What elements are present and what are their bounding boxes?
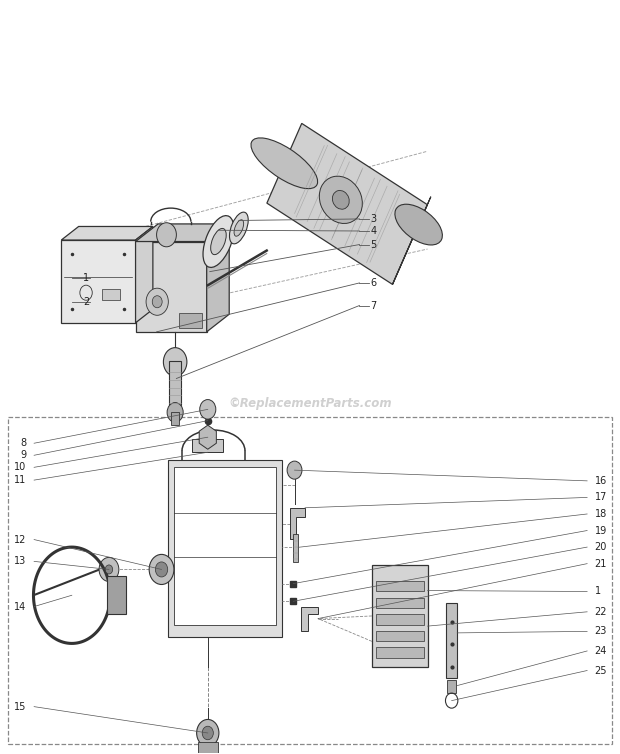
Text: 18: 18 xyxy=(595,509,607,519)
Circle shape xyxy=(202,726,213,740)
Ellipse shape xyxy=(395,204,443,245)
Text: 3: 3 xyxy=(371,214,377,224)
Polygon shape xyxy=(61,240,136,323)
Text: 17: 17 xyxy=(595,492,607,502)
Bar xyxy=(107,577,126,614)
Text: 1: 1 xyxy=(83,273,89,283)
Polygon shape xyxy=(168,460,282,636)
Text: 21: 21 xyxy=(595,559,607,569)
Circle shape xyxy=(164,348,187,376)
Circle shape xyxy=(156,562,168,577)
Ellipse shape xyxy=(234,219,244,236)
Text: 16: 16 xyxy=(595,476,607,486)
Polygon shape xyxy=(206,224,229,332)
Circle shape xyxy=(99,557,119,581)
Bar xyxy=(293,534,298,562)
Bar xyxy=(376,581,424,591)
Bar xyxy=(192,439,223,452)
Text: 9: 9 xyxy=(20,450,27,460)
Circle shape xyxy=(167,403,183,422)
Polygon shape xyxy=(267,124,427,284)
Bar xyxy=(171,412,179,425)
Polygon shape xyxy=(392,197,431,284)
Bar xyxy=(179,313,202,328)
Bar xyxy=(376,597,424,608)
Ellipse shape xyxy=(229,212,248,244)
Bar xyxy=(169,361,181,405)
Text: 1: 1 xyxy=(595,587,601,596)
Text: ©ReplacementParts.com: ©ReplacementParts.com xyxy=(228,397,392,410)
Ellipse shape xyxy=(211,228,226,255)
Text: 20: 20 xyxy=(595,542,607,552)
Polygon shape xyxy=(61,226,153,240)
Text: 4: 4 xyxy=(371,226,377,236)
Text: 8: 8 xyxy=(20,438,27,448)
Text: 22: 22 xyxy=(595,607,607,617)
Polygon shape xyxy=(136,226,153,323)
Circle shape xyxy=(149,554,174,584)
Bar xyxy=(376,614,424,624)
Circle shape xyxy=(146,288,169,315)
Text: 23: 23 xyxy=(595,627,607,636)
Bar xyxy=(447,679,456,693)
Text: 13: 13 xyxy=(14,556,27,566)
Text: 6: 6 xyxy=(371,278,377,288)
Circle shape xyxy=(153,296,162,308)
Text: 19: 19 xyxy=(595,526,607,535)
Text: 7: 7 xyxy=(371,301,377,311)
Polygon shape xyxy=(136,241,206,332)
Polygon shape xyxy=(301,606,318,630)
Ellipse shape xyxy=(319,176,362,223)
Text: 15: 15 xyxy=(14,702,27,712)
Text: 2: 2 xyxy=(83,297,89,307)
Bar xyxy=(376,630,424,641)
Text: 14: 14 xyxy=(14,602,27,611)
Circle shape xyxy=(287,461,302,479)
Bar xyxy=(174,467,276,625)
Bar xyxy=(8,417,612,744)
Bar xyxy=(376,647,424,657)
Polygon shape xyxy=(199,425,216,449)
Circle shape xyxy=(200,400,216,419)
Bar xyxy=(198,742,218,753)
Text: 25: 25 xyxy=(595,666,607,676)
Text: 10: 10 xyxy=(14,462,27,472)
Text: 11: 11 xyxy=(14,475,27,485)
Circle shape xyxy=(197,719,219,746)
Circle shape xyxy=(157,222,176,247)
Ellipse shape xyxy=(332,191,349,209)
Circle shape xyxy=(105,565,113,574)
Ellipse shape xyxy=(251,138,317,188)
Text: 24: 24 xyxy=(595,646,607,656)
Polygon shape xyxy=(290,507,305,539)
Ellipse shape xyxy=(203,216,234,268)
Bar xyxy=(102,289,120,300)
Bar xyxy=(372,566,428,667)
Text: 5: 5 xyxy=(371,240,377,250)
Text: 12: 12 xyxy=(14,535,27,544)
Bar xyxy=(446,602,457,678)
Polygon shape xyxy=(136,224,229,241)
